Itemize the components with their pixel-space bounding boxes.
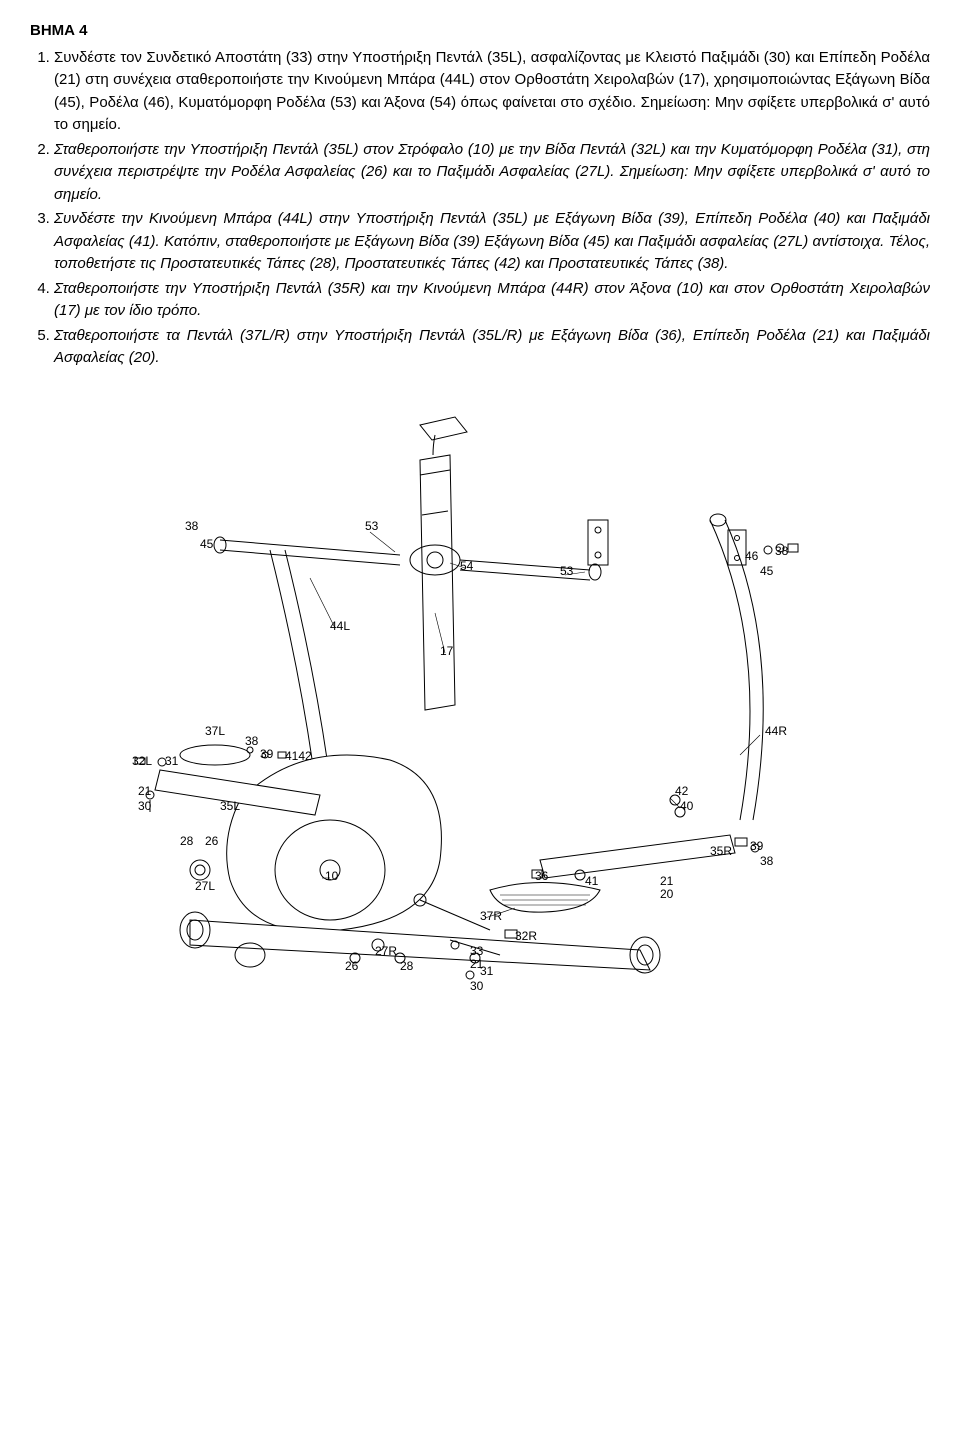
label-36: 36 bbox=[535, 869, 549, 883]
label-10: 10 bbox=[325, 869, 339, 883]
label-41: 41 bbox=[585, 874, 599, 888]
label-44R: 44R bbox=[765, 724, 787, 738]
step-3: Συνδέστε την Κινούμενη Μπάρα (44L) στην … bbox=[54, 208, 930, 276]
label-28a: 28 bbox=[180, 834, 194, 848]
label-35R: 35R bbox=[710, 844, 732, 858]
label-45b: 45 bbox=[760, 564, 774, 578]
label-33: 33 bbox=[470, 944, 484, 958]
assembly-diagram: 384553545346453844L1744R37L32L3138394142… bbox=[30, 400, 930, 1028]
label-21b: 21 bbox=[660, 874, 674, 888]
label-44L: 44L bbox=[330, 619, 350, 633]
label-27L: 27L bbox=[195, 879, 215, 893]
step-3-text: Συνδέστε την Κινούμενη Μπάρα (44L) στην … bbox=[54, 210, 930, 272]
label-4142: 4142 bbox=[285, 749, 312, 763]
step-2: Σταθεροποιήστε την Υποστήριξη Πεντάλ (35… bbox=[54, 139, 930, 207]
step-5-text: Σταθεροποιήστε τα Πεντάλ (37L/R) στην Υπ… bbox=[54, 327, 930, 367]
label-38b: 38 bbox=[775, 544, 789, 558]
washer-icon bbox=[764, 546, 772, 554]
label-54: 54 bbox=[460, 559, 474, 573]
step-5: Σταθεροποιήστε τα Πεντάλ (37L/R) στην Υπ… bbox=[54, 325, 930, 370]
pedal-37L bbox=[180, 745, 250, 765]
crank-knob bbox=[190, 860, 210, 880]
label-39b: 39 bbox=[750, 839, 764, 853]
label-53b: 53 bbox=[560, 564, 574, 578]
pedal-37R bbox=[490, 882, 600, 912]
label-30a: 30 bbox=[138, 799, 152, 813]
label-38d: 38 bbox=[760, 854, 774, 868]
label-21c: 21 bbox=[470, 957, 484, 971]
label-17: 17 bbox=[440, 644, 454, 658]
label-28b: 28 bbox=[400, 959, 414, 973]
label-37L: 37L bbox=[205, 724, 225, 738]
step-1: Συνδέστε τον Συνδετικό Αποστάτη (33) στη… bbox=[54, 47, 930, 137]
diagram-svg: 384553545346453844L1744R37L32L3138394142… bbox=[120, 400, 840, 1020]
step-4-text: Σταθεροποιήστε την Υποστήριξη Πεντάλ (35… bbox=[54, 280, 930, 320]
label-38c: 38 bbox=[245, 734, 259, 748]
label-42: 42 bbox=[675, 784, 689, 798]
step-4: Σταθεροποιήστε την Υποστήριξη Πεντάλ (35… bbox=[54, 278, 930, 323]
upright-post bbox=[420, 455, 455, 710]
label-40: 40 bbox=[680, 799, 694, 813]
step-2-text: Σταθεροποιήστε την Υποστήριξη Πεντάλ (35… bbox=[54, 141, 930, 203]
label-35L: 35L bbox=[220, 799, 240, 813]
step-heading: ΒΗΜΑ 4 bbox=[30, 20, 930, 43]
label-27R: 27R bbox=[375, 944, 397, 958]
label-39a: 39 bbox=[260, 747, 274, 761]
label-53a: 53 bbox=[365, 519, 379, 533]
label-32L: 32L bbox=[132, 754, 152, 768]
label-45a: 45 bbox=[200, 537, 214, 551]
steps-list: Συνδέστε τον Συνδετικό Αποστάτη (33) στη… bbox=[30, 47, 930, 370]
label-21a: 21 bbox=[138, 784, 152, 798]
console-cable bbox=[433, 435, 435, 455]
label-46: 46 bbox=[745, 549, 759, 563]
bar-44L bbox=[270, 550, 315, 780]
label-26b: 26 bbox=[345, 959, 359, 973]
label-38a: 38 bbox=[185, 519, 199, 533]
label-37R: 37R bbox=[480, 909, 502, 923]
console-icon bbox=[420, 417, 467, 440]
label-26a: 26 bbox=[205, 834, 219, 848]
label-20: 20 bbox=[660, 887, 674, 901]
label-32R: 32R bbox=[515, 929, 537, 943]
label-30b: 30 bbox=[470, 979, 484, 993]
label-31a: 31 bbox=[165, 754, 179, 768]
pedal-support-35R bbox=[540, 835, 735, 878]
